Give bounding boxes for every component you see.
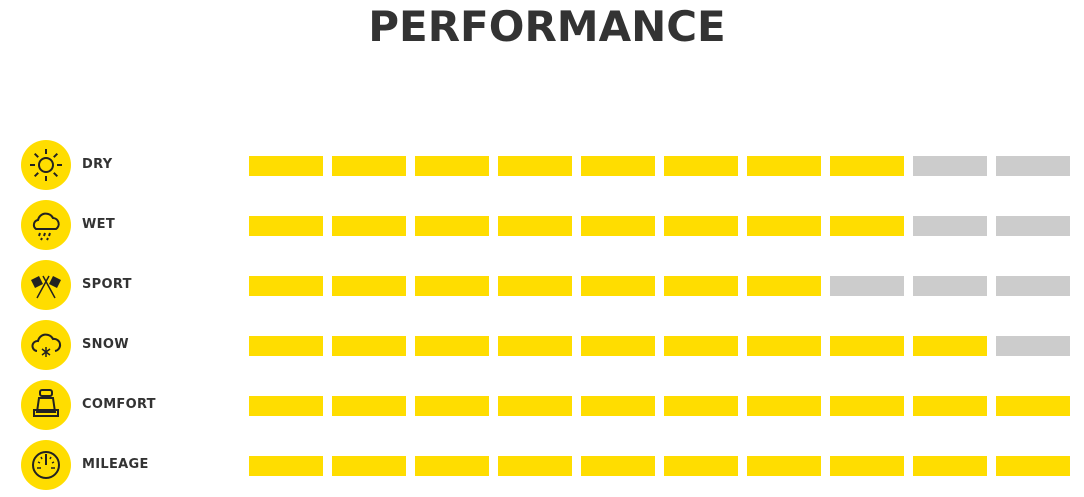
rating-segment-filled	[830, 336, 904, 356]
rating-row-dry: DRY	[0, 140, 1084, 190]
rating-segment-filled	[332, 156, 406, 176]
sun-icon	[21, 140, 71, 190]
rating-segment-filled	[332, 276, 406, 296]
rating-segment-filled	[830, 156, 904, 176]
rating-segment-empty	[913, 216, 987, 236]
rating-segment-filled	[664, 156, 738, 176]
rating-segment-filled	[747, 216, 821, 236]
rating-segment-filled	[332, 336, 406, 356]
rating-segment-filled	[332, 396, 406, 416]
rating-segment-filled	[581, 396, 655, 416]
rating-segment-filled	[249, 156, 323, 176]
rating-segment-empty	[913, 276, 987, 296]
rating-segment-filled	[249, 336, 323, 356]
rating-row-wet: WET	[0, 200, 1084, 250]
rating-segment-filled	[581, 156, 655, 176]
page-title: PERFORMANCE	[368, 2, 726, 51]
rating-label: WET	[82, 217, 115, 232]
rating-segment-filled	[249, 276, 323, 296]
rating-segment-filled	[664, 216, 738, 236]
rating-segment-filled	[415, 156, 489, 176]
rating-label: SPORT	[82, 277, 132, 292]
rating-segment-filled	[415, 456, 489, 476]
rating-label: MILEAGE	[82, 457, 149, 472]
rating-row-mileage: MILEAGE	[0, 440, 1084, 490]
rating-segment-filled	[498, 156, 572, 176]
rating-segment-filled	[332, 456, 406, 476]
car-seat-icon	[21, 380, 71, 430]
rating-segment-filled	[830, 456, 904, 476]
rating-segment-filled	[498, 336, 572, 356]
rating-segment-filled	[747, 276, 821, 296]
rating-segment-filled	[664, 276, 738, 296]
rating-segment-filled	[415, 396, 489, 416]
rating-label: SNOW	[82, 337, 129, 352]
snow-cloud-icon	[21, 320, 71, 370]
rating-segment-filled	[498, 456, 572, 476]
rating-segment-filled	[913, 336, 987, 356]
rating-segment-filled	[747, 456, 821, 476]
rating-segment-empty	[830, 276, 904, 296]
rating-segment-filled	[996, 396, 1070, 416]
rating-row-comfort: COMFORT	[0, 380, 1084, 430]
rating-segment-filled	[747, 336, 821, 356]
rating-segment-filled	[249, 216, 323, 236]
rating-segment-filled	[581, 456, 655, 476]
rating-segment-filled	[996, 456, 1070, 476]
rating-segment-empty	[996, 336, 1070, 356]
rating-segment-filled	[415, 216, 489, 236]
rating-segment-filled	[249, 396, 323, 416]
rating-segment-filled	[332, 216, 406, 236]
rain-cloud-icon	[21, 200, 71, 250]
speedometer-icon	[21, 440, 71, 490]
rating-segment-empty	[996, 156, 1070, 176]
rating-segment-filled	[498, 396, 572, 416]
rating-label: DRY	[82, 157, 113, 172]
rating-segment-filled	[830, 396, 904, 416]
rating-segment-filled	[664, 336, 738, 356]
rating-segment-filled	[498, 276, 572, 296]
checkered-flags-icon	[21, 260, 71, 310]
rating-segment-filled	[913, 396, 987, 416]
rating-segment-filled	[664, 396, 738, 416]
rating-segment-filled	[664, 456, 738, 476]
rating-label: COMFORT	[82, 397, 156, 412]
rating-segment-filled	[249, 456, 323, 476]
rating-segment-filled	[415, 336, 489, 356]
rating-segment-filled	[581, 216, 655, 236]
rating-segment-filled	[415, 276, 489, 296]
rating-row-sport: SPORT	[0, 260, 1084, 310]
rating-segment-filled	[581, 336, 655, 356]
rating-segment-filled	[830, 216, 904, 236]
rating-row-snow: SNOW	[0, 320, 1084, 370]
rating-segment-filled	[581, 276, 655, 296]
rating-segment-empty	[913, 156, 987, 176]
rating-segment-filled	[913, 456, 987, 476]
rating-segment-filled	[747, 156, 821, 176]
rating-segment-empty	[996, 216, 1070, 236]
rating-segment-filled	[747, 396, 821, 416]
rating-segment-filled	[498, 216, 572, 236]
rating-segment-empty	[996, 276, 1070, 296]
